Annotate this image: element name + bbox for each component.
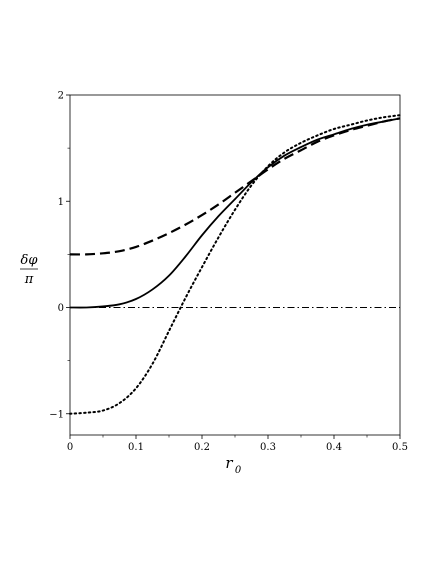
y-axis-label-denominator: π <box>24 272 34 287</box>
x-tick-label: 0.5 <box>392 442 408 453</box>
series-solid-line <box>69 117 401 309</box>
y-tick-label: 0 <box>58 303 64 314</box>
x-tick-label: 0.1 <box>128 442 144 453</box>
x-axis-label: r 0 <box>225 454 241 476</box>
y-axis-label: δφ π <box>20 253 38 287</box>
x-tick-label: 0.4 <box>326 442 342 453</box>
y-tick-label: −1 <box>49 409 64 420</box>
x-axis-label-subscript: 0 <box>235 465 242 476</box>
plot-frame <box>69 94 401 436</box>
x-tick-label: 0 <box>67 442 73 453</box>
y-tick-label: 2 <box>58 91 64 102</box>
tick-layer: 0 0.1 0.2 0.3 0.4 0.5 −1 0 1 2 <box>49 91 408 454</box>
x-tick-label: 0.3 <box>260 442 276 453</box>
y-tick-label: 1 <box>58 197 64 208</box>
y-axis-label-numerator: δφ <box>21 253 39 268</box>
x-axis-label-main: r <box>225 454 233 472</box>
series-dashed-line <box>69 117 401 256</box>
series-layer <box>69 114 401 415</box>
x-tick-label: 0.2 <box>194 442 210 453</box>
series-dotted-line <box>69 114 401 415</box>
